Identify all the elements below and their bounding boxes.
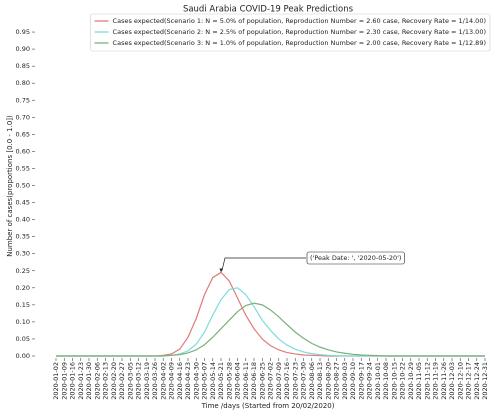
annotation-arrow	[221, 257, 306, 271]
y-tick-label: 0.40	[16, 216, 30, 224]
x-tick-label: 2020-11-19	[432, 362, 440, 400]
y-tick-label: 0.80	[16, 79, 30, 87]
x-tick-label: 2020-09-17	[357, 362, 365, 400]
x-tick-label: 2020-02-13	[102, 362, 110, 400]
x-tick-label: 2020-06-11	[242, 362, 250, 400]
x-tick-label: 2020-02-27	[118, 362, 126, 400]
x-tick-label: 2020-12-17	[465, 362, 473, 400]
legend-box	[90, 13, 491, 52]
x-tick-label: 2020-04-23	[184, 362, 192, 400]
y-tick-label: 0.45	[16, 199, 30, 207]
x-tick-label: 2020-08-13	[316, 362, 324, 400]
y-tick-label: 0.70	[16, 113, 30, 121]
x-tick-label: 2020-08-06	[308, 362, 316, 400]
y-tick-label: 0.00	[16, 352, 30, 360]
x-tick-label: 2020-06-18	[250, 362, 258, 400]
y-axis-label: Number of cases(proportions [0.0 - 1.0])	[6, 115, 14, 257]
y-tick-label: 0.55	[16, 164, 30, 172]
x-tick-label: 2020-04-16	[176, 362, 184, 400]
legend-label: Cases expected(Scenario 3: N = 1.0% of p…	[113, 39, 486, 47]
legend-label: Cases expected(Scenario 1: N = 5.0% of p…	[113, 17, 486, 25]
x-tick-label: 2020-08-20	[324, 362, 332, 400]
x-tick-label: 2020-12-03	[448, 362, 456, 400]
x-tick-label: 2020-01-09	[60, 362, 68, 400]
x-tick-label: 2020-03-05	[126, 362, 134, 400]
y-tick-label: 0.25	[16, 267, 30, 275]
x-tick-label: 2020-02-20	[110, 362, 118, 400]
chart-title: Saudi Arabia COVID-19 Peak Predictions	[183, 5, 354, 15]
y-tick-label: 0.75	[16, 96, 30, 104]
y-tick-label: 0.15	[16, 301, 30, 309]
x-tick-label: 2020-03-26	[151, 362, 159, 400]
x-tick-label: 2020-11-26	[440, 362, 448, 400]
x-tick-label: 2020-12-31	[481, 362, 489, 400]
x-tick-label: 2020-01-02	[52, 362, 60, 400]
y-tick-label: 0.05	[16, 335, 30, 343]
y-tick-label: 0.20	[16, 284, 30, 292]
x-axis-label: Time /days (Started from 20/02/2020)	[201, 402, 335, 410]
x-tick-label: 2020-01-16	[69, 362, 77, 400]
x-tick-label: 2020-05-28	[225, 362, 233, 400]
x-tick-label: 2020-07-02	[267, 362, 275, 400]
x-tick-label: 2020-10-15	[390, 362, 398, 400]
x-tick-label: 2020-12-24	[473, 362, 481, 400]
y-tick-label: 0.95	[16, 28, 30, 36]
x-tick-label: 2020-11-05	[415, 362, 423, 400]
annotation: ('Peak Date: ', '2020-05-20')	[310, 254, 401, 262]
y-tick-label: 0.85	[16, 62, 30, 70]
x-tick-label: 2020-11-12	[423, 362, 431, 400]
x-tick-label: 2020-07-30	[300, 362, 308, 400]
x-tick-label: 2020-05-07	[201, 362, 209, 400]
x-tick-label: 2020-07-23	[291, 362, 299, 400]
x-tick-label: 2020-06-04	[234, 362, 242, 400]
x-tick-label: 2020-10-22	[399, 362, 407, 400]
x-tick-label: 2020-01-23	[77, 362, 85, 400]
x-tick-label: 2020-09-10	[349, 362, 357, 400]
x-tick-label: 2020-12-10	[456, 362, 464, 400]
x-tick-label: 2020-03-12	[135, 362, 143, 400]
x-tick-label: 2020-10-29	[407, 362, 415, 400]
legend-label: Cases expected(Scenario 2: N = 2.5% of p…	[113, 28, 486, 36]
x-tick-label: 2020-05-14	[209, 362, 217, 400]
x-tick-label: 2020-05-21	[217, 362, 225, 400]
series-line	[56, 302, 485, 357]
x-tick-label: 2020-10-08	[382, 362, 390, 400]
x-tick-label: 2020-07-16	[283, 362, 291, 400]
x-tick-label: 2020-04-30	[192, 362, 200, 400]
y-tick-label: 0.65	[16, 130, 30, 138]
x-tick-label: 2020-03-19	[143, 362, 151, 400]
arrow-head	[219, 268, 223, 273]
x-tick-label: 2020-04-02	[159, 362, 167, 400]
series-line	[56, 271, 485, 357]
x-tick-label: 2020-04-09	[168, 362, 176, 400]
y-tick-label: 0.60	[16, 147, 30, 155]
x-tick-label: 2020-10-01	[374, 362, 382, 400]
annotation-box	[306, 251, 405, 265]
x-tick-label: 2020-01-30	[85, 362, 93, 400]
y-tick-label: 0.50	[16, 182, 30, 190]
x-tick-label: 2020-02-06	[93, 362, 101, 400]
y-tick-label: 0.10	[16, 318, 30, 326]
x-tick-label: 2020-07-09	[275, 362, 283, 400]
y-tick-label: 0.90	[16, 45, 30, 53]
y-tick-label: 0.30	[16, 250, 30, 258]
x-tick-label: 2020-09-24	[366, 362, 374, 400]
x-tick-label: 2020-06-25	[258, 362, 266, 400]
x-tick-label: 2020-08-27	[333, 362, 341, 400]
x-tick-label: 2020-09-03	[341, 362, 349, 400]
y-tick-label: 0.35	[16, 233, 30, 241]
legend: Cases expected(Scenario 1: N = 5.0% of p…	[90, 13, 491, 52]
